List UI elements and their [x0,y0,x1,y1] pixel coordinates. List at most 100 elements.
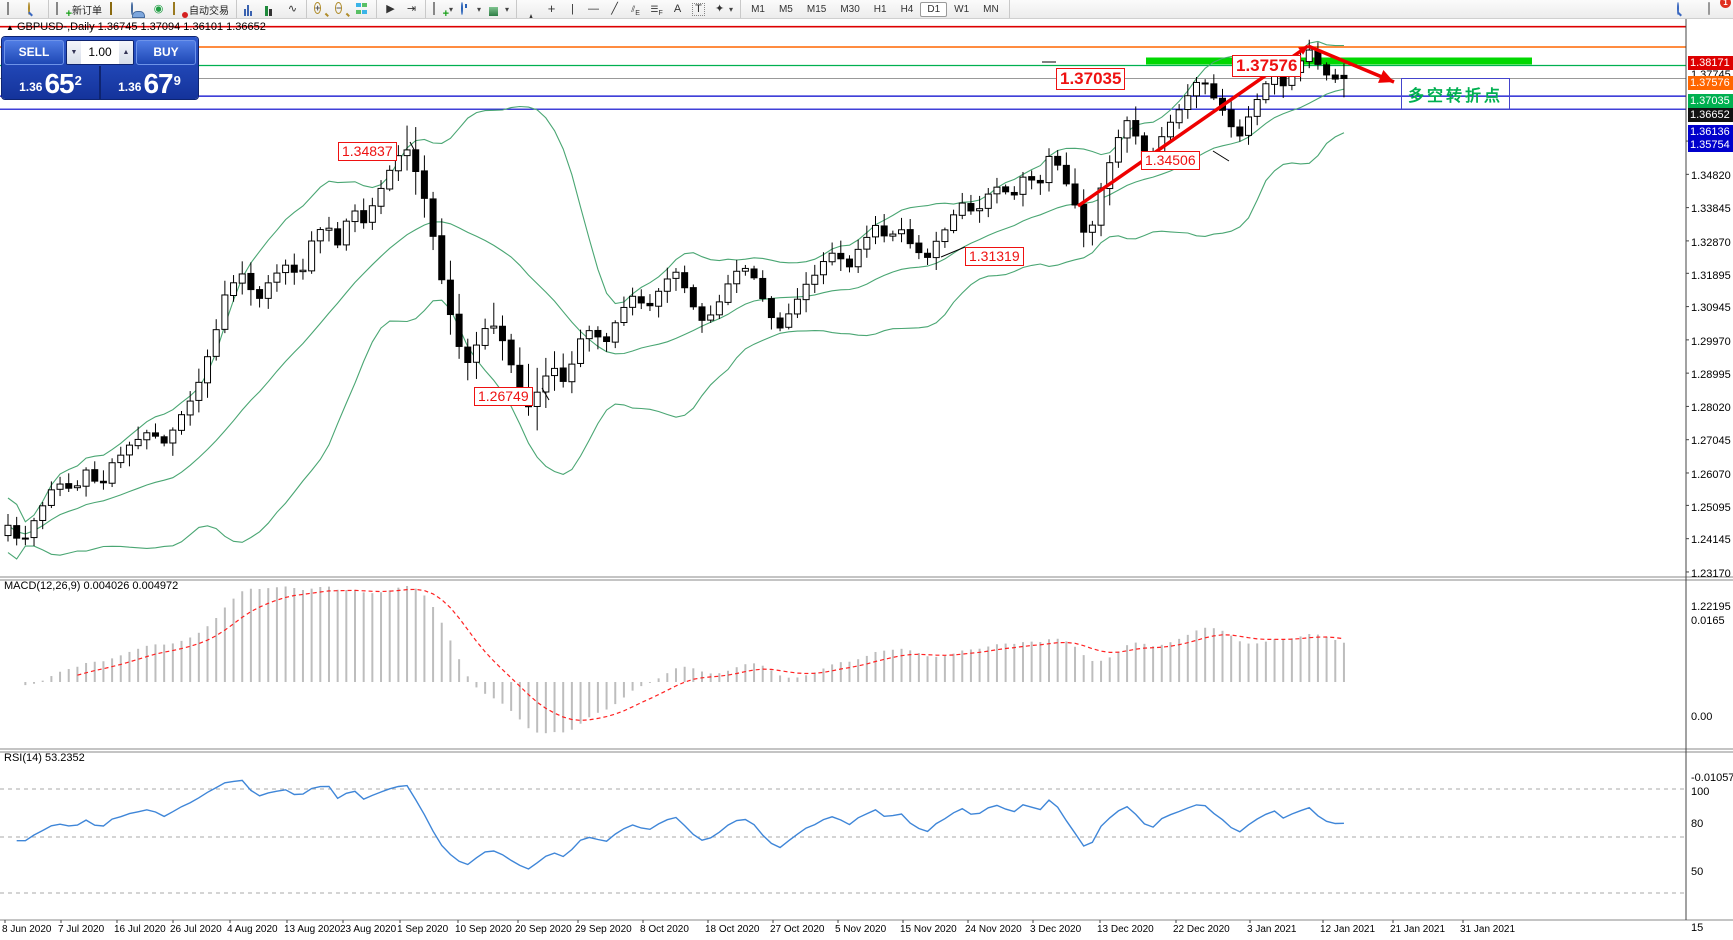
shapes-dropdown-icon[interactable]: ✦ ▾ [714,2,734,15]
price-level-badge: 1.36652 [1688,107,1733,122]
volume-down-button[interactable]: ▼ [67,41,81,64]
horizontal-line-icon[interactable]: — [588,2,600,15]
price-annotation[interactable]: 1.37576 [1232,55,1302,77]
tf-d1[interactable]: D1 [920,1,948,17]
tf-m30[interactable]: M30 [840,3,860,15]
step-forward-icon[interactable]: ▶ [386,2,395,15]
date-axis-label: 4 Aug 2020 [227,924,278,935]
date-axis-label: 31 Jan 2021 [1460,924,1516,935]
sell-price-small: 1.36 [19,80,43,94]
price-level-badge: 1.36136 [1688,125,1733,140]
chart-window-icon[interactable] [3,1,24,17]
chart-canvas[interactable] [0,18,1733,940]
date-axis-label: 21 Jan 2021 [1390,924,1446,935]
buy-price[interactable]: 1.36 67 9 [101,66,198,99]
date-axis-label: 5 Nov 2020 [835,924,887,935]
buy-button[interactable]: BUY [136,40,196,65]
text-label-icon[interactable]: T [688,1,709,17]
cursor-icon[interactable] [520,1,541,24]
date-axis-label: 29 Sep 2020 [575,924,632,935]
sell-price-big: 65 [44,68,74,99]
price-tick-label: 1.31895 [1691,269,1731,282]
fibonacci-icon[interactable]: ☰F [650,3,663,17]
line-chart-icon[interactable]: ∿ [287,2,298,15]
rsi-scale-label: 15 [1691,922,1704,934]
title-symbol: GBPUSD-,Daily [16,21,95,33]
date-axis-label: 22 Dec 2020 [1173,924,1230,935]
tf-m15[interactable]: M15 [806,3,827,15]
styler-icon[interactable] [106,1,127,17]
zoom-in-icon[interactable]: + [314,1,322,14]
volume-value[interactable]: 1.00 [88,45,112,59]
tf-mn[interactable]: MN [983,3,999,15]
date-axis-label: 7 Jul 2020 [58,924,105,935]
price-annotation[interactable]: 1.26749 [474,387,533,406]
indicators-icon[interactable]: + ▾ [429,1,457,19]
price-tick-label: 1.24145 [1691,534,1731,547]
new-order-button[interactable]: + 新订单 [52,1,106,19]
auto-trading-label: 自动交易 [189,5,229,17]
rsi-label: RSI(14) 53.2352 [4,752,85,764]
vertical-line-icon[interactable]: | [571,2,574,15]
price-annotation[interactable]: 1.34506 [1141,151,1200,170]
date-axis-label: 13 Aug 2020 [284,924,341,935]
equidistant-channel-icon[interactable]: ⫽E [631,3,640,17]
tf-h1[interactable]: H1 [873,3,887,15]
price-tick-label: 1.34820 [1691,170,1731,183]
date-axis-label: 10 Sep 2020 [455,924,512,935]
toolbar: + 新订单 ◉ 自动交易 ∿ + − ▶ ⇥ + ▾ ▾ ▾ + | [0,0,1733,24]
volume-up-button[interactable]: ▲ [119,41,133,64]
date-axis-label: 23 Aug 2020 [340,924,397,935]
tf-h4[interactable]: H4 [900,3,914,15]
date-axis-label: 16 Jul 2020 [114,924,166,935]
date-axis-label: 3 Jan 2021 [1247,924,1297,935]
title-ohlc: 1.36745 1.37094 1.36101 1.36652 [97,21,266,33]
price-tick-label: 1.27045 [1691,435,1731,448]
price-tick-label: 1.23170 [1691,567,1731,580]
date-axis-label: 8 Oct 2020 [640,924,689,935]
sell-button[interactable]: SELL [4,40,64,65]
date-axis-label: 13 Dec 2020 [1097,924,1154,935]
zoom-out-icon[interactable]: − [335,1,343,14]
trendline-icon[interactable]: ╱ [611,2,618,15]
crosshair-icon[interactable]: + [547,0,556,16]
text-icon[interactable]: A [673,2,682,15]
tile-windows-icon[interactable] [352,1,373,17]
price-level-badge: 1.37035 [1688,94,1733,109]
buy-price-sup: 9 [173,73,181,88]
notifications-icon[interactable]: 1 [1704,0,1731,17]
chart-area: ▲ GBPUSD-,Daily 1.36745 1.37094 1.36101 … [0,18,1733,940]
tf-w1[interactable]: W1 [954,3,970,15]
auto-trading-button[interactable]: 自动交易 [169,1,233,17]
price-tick-label: 1.28020 [1691,402,1731,415]
chinese-note[interactable]: 多空转折点 [1401,78,1511,110]
date-axis-label: 1 Sep 2020 [397,924,449,935]
price-tick-label: 1.33845 [1691,203,1731,216]
price-annotation[interactable]: 1.31319 [965,247,1024,266]
price-annotation[interactable]: 1.37035 [1056,68,1126,90]
search-icon[interactable] [1673,1,1694,17]
chart-title: ▲ GBPUSD-,Daily 1.36745 1.37094 1.36101 … [6,21,266,33]
buy-price-big: 67 [143,68,173,99]
tf-m1[interactable]: M1 [751,3,765,15]
periods-icon[interactable]: ▾ [457,1,485,17]
templates-icon[interactable]: ▾ [485,1,513,17]
date-axis-label: 8 Jun 2020 [2,924,52,935]
price-tick-label: 1.32870 [1691,236,1731,249]
rsi-scale-label: 50 [1691,866,1704,878]
profiles-icon[interactable] [24,1,45,17]
price-tick-label: 1.29970 [1691,335,1731,348]
accounts-icon[interactable] [127,1,148,17]
price-annotation[interactable]: 1.34837 [338,142,397,161]
bar-chart-icon[interactable] [240,1,261,17]
chart-shift-icon[interactable]: ⇥ [406,2,417,15]
candlestick-icon[interactable] [261,1,282,17]
sell-price[interactable]: 1.36 65 2 [2,66,99,99]
tf-m5[interactable]: M5 [778,3,793,15]
one-click-trading-panel: SELL ▼ 1.00 ▲ BUY 1.36 65 2 1.36 67 [2,37,198,99]
price-tick-label: 1.26070 [1691,468,1731,481]
macd-label: MACD(12,26,9) 0.004026 0.004972 [4,580,179,592]
signals-icon[interactable]: ◉ [153,2,164,15]
